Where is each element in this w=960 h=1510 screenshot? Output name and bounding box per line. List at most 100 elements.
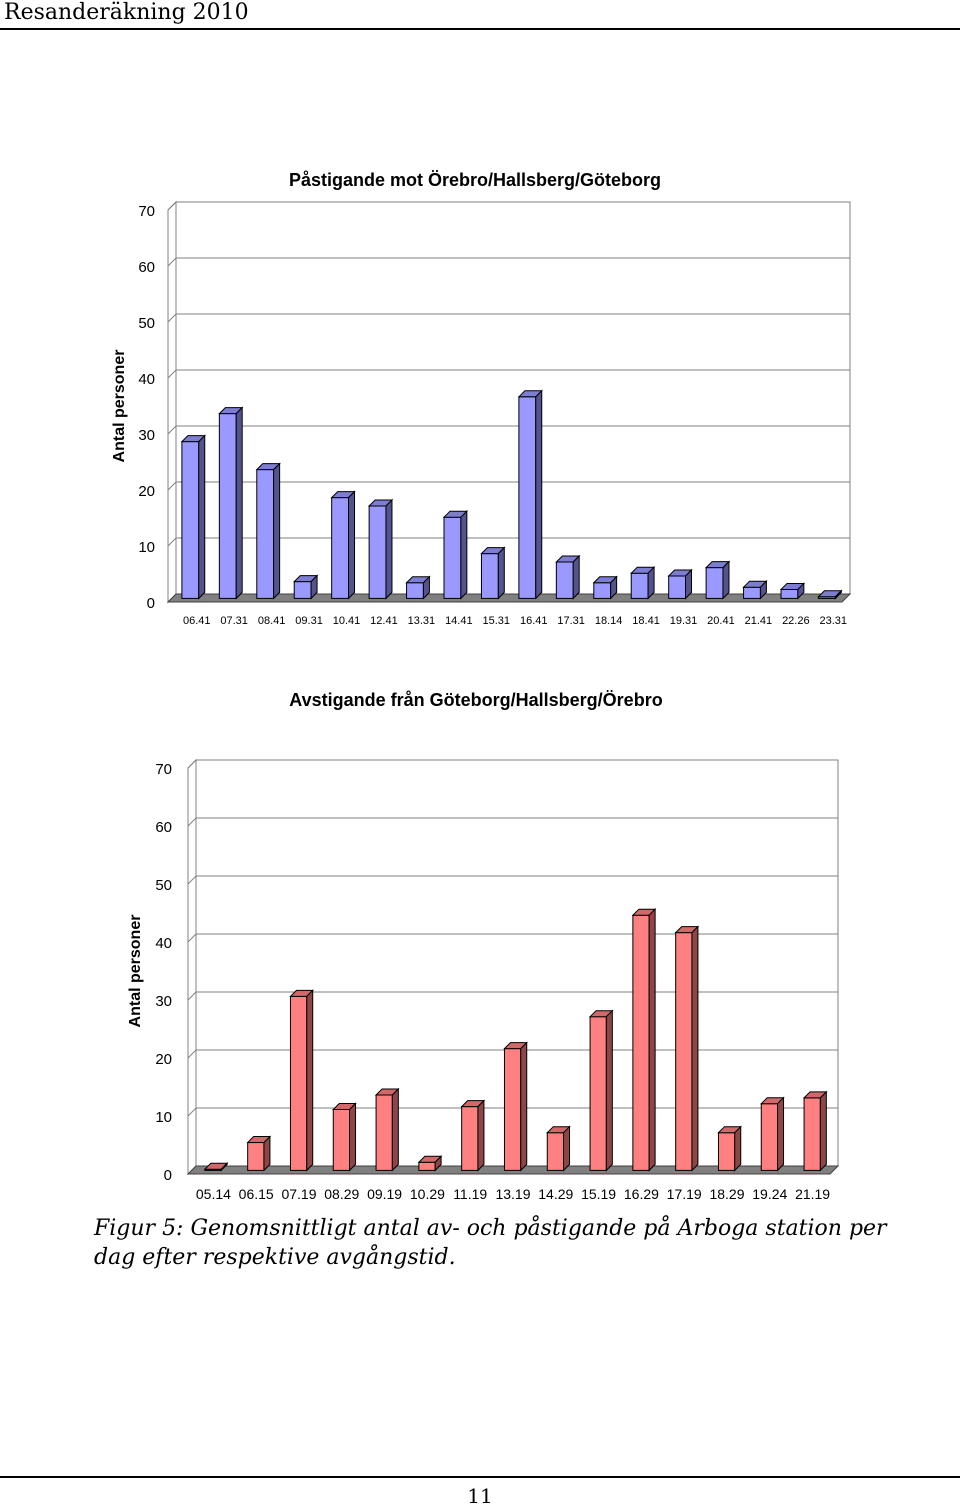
bar <box>717 1132 736 1171</box>
x-tick-label: 18.41 <box>632 615 660 627</box>
bar-side <box>648 907 656 1172</box>
bar-side <box>685 568 693 600</box>
bar-side <box>220 1162 228 1172</box>
bar-side <box>797 582 805 600</box>
x-tick-label: 10.29 <box>410 1186 445 1202</box>
bar <box>406 582 424 599</box>
bar-side <box>497 546 505 600</box>
bar-side <box>610 575 618 600</box>
chart-boarding: Påstigande mot Örebro/Hallsberg/Göteborg… <box>0 150 960 640</box>
figure-caption: Figur 5: Genomsnittligt antal av- och på… <box>94 1216 887 1270</box>
bar-side <box>834 589 842 600</box>
y-axis-label: Antal personer <box>127 915 144 1028</box>
y-tick-label: 70 <box>155 761 172 778</box>
bar <box>368 505 387 599</box>
bar <box>743 586 761 599</box>
bar-side <box>734 1125 742 1172</box>
chart-alighting: Avstigande från Göteborg/Hallsberg/Örebr… <box>0 672 960 1212</box>
bar <box>760 1103 779 1171</box>
gridline-side <box>187 1107 197 1117</box>
gridline-side <box>167 425 177 435</box>
bar-side <box>385 498 393 600</box>
x-tick-label: 18.14 <box>595 615 623 627</box>
x-tick-label: 21.19 <box>795 1186 830 1202</box>
x-tick-label: 17.19 <box>667 1186 702 1202</box>
x-tick-label: 15.31 <box>483 615 511 627</box>
bar <box>375 1094 393 1171</box>
x-tick-label: 23.31 <box>820 615 848 627</box>
bar-side <box>263 1135 271 1172</box>
x-tick-label: 14.41 <box>445 615 473 627</box>
bar <box>546 1132 565 1171</box>
y-axis-label: Antal personer <box>111 350 128 463</box>
bar <box>218 413 237 599</box>
gridline-side <box>167 201 177 211</box>
y-tick-label: 40 <box>138 371 155 388</box>
bar-side <box>306 989 314 1172</box>
bar-side <box>605 1009 613 1172</box>
gridline-side <box>167 257 177 267</box>
gridline-side <box>167 313 177 323</box>
y-tick-label: 60 <box>155 819 172 836</box>
bar-side <box>477 1099 485 1172</box>
y-tick-label: 20 <box>138 483 155 500</box>
x-tick-label: 08.29 <box>324 1186 359 1202</box>
bar <box>589 1016 607 1171</box>
bar <box>593 582 612 599</box>
x-tick-label: 20.41 <box>707 615 735 627</box>
bar-side <box>198 434 206 600</box>
x-tick-label: 22.26 <box>782 615 810 627</box>
x-tick-label: 13.19 <box>495 1186 530 1202</box>
x-tick-label: 19.31 <box>670 615 698 627</box>
y-tick-label: 10 <box>138 539 155 556</box>
bar-side <box>777 1096 785 1172</box>
bar <box>256 469 275 599</box>
x-tick-label: 11.19 <box>453 1186 487 1202</box>
y-tick-label: 60 <box>138 259 155 276</box>
x-tick-label: 16.29 <box>624 1186 659 1202</box>
bar <box>632 914 650 1171</box>
y-tick-label: 30 <box>138 427 155 444</box>
bar-side <box>759 579 767 600</box>
bar-side <box>520 1041 528 1172</box>
y-tick-label: 30 <box>155 993 172 1010</box>
bar-side <box>460 509 468 600</box>
x-tick-label: 07.31 <box>220 615 248 627</box>
bar-side <box>563 1125 571 1172</box>
y-tick-label: 20 <box>155 1051 172 1068</box>
bar <box>247 1142 265 1171</box>
bar <box>418 1161 436 1171</box>
x-tick-label: 07.19 <box>281 1186 316 1202</box>
bar <box>555 561 574 599</box>
bar <box>293 581 312 599</box>
gridline-side <box>167 369 177 379</box>
gridline-side <box>187 875 197 885</box>
bar <box>289 995 308 1171</box>
bar-side <box>535 389 543 600</box>
y-tick-label: 0 <box>164 1167 172 1184</box>
bar <box>461 1106 479 1171</box>
bar <box>480 553 499 599</box>
y-tick-label: 50 <box>138 315 155 332</box>
x-tick-label: 14.29 <box>538 1186 573 1202</box>
x-tick-label: 06.15 <box>239 1186 274 1202</box>
chart-back-wall <box>175 201 851 595</box>
gridline-side <box>167 481 177 491</box>
bar-side <box>235 406 243 600</box>
footer-rule <box>0 1476 960 1478</box>
gridline-side <box>187 933 197 943</box>
chart-alighting-svg: Avstigande från Göteborg/Hallsberg/Örebr… <box>127 690 840 1202</box>
y-tick-label: 10 <box>155 1109 172 1126</box>
page-header-title: Resanderäkning 2010 <box>4 0 249 25</box>
gridline-side <box>187 1049 197 1059</box>
bar-side <box>349 1102 357 1172</box>
bar <box>443 516 462 599</box>
bar <box>630 572 649 599</box>
gridline-side <box>167 537 177 547</box>
gridline-side <box>187 817 197 827</box>
bar <box>675 932 693 1171</box>
chart-title: Avstigande från Göteborg/Hallsberg/Örebr… <box>289 690 662 710</box>
x-tick-label: 13.31 <box>408 615 436 627</box>
x-tick-label: 06.41 <box>183 615 211 627</box>
x-tick-label: 05.14 <box>196 1186 231 1202</box>
